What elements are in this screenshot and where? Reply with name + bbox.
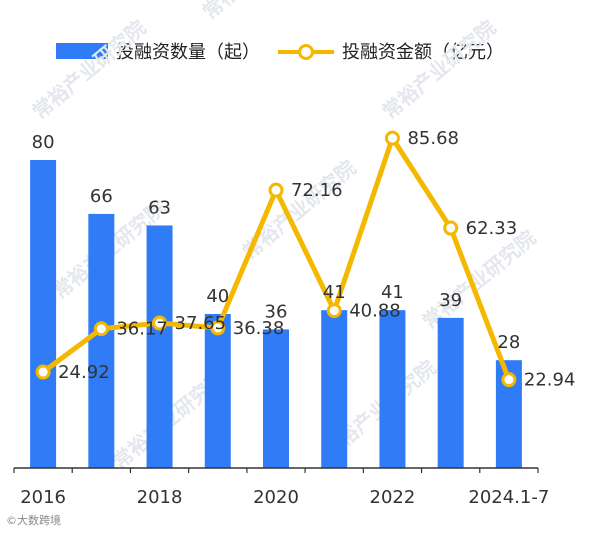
bar-2021 — [321, 310, 348, 468]
bar-value-label: 40 — [206, 286, 229, 307]
bar-2018 — [146, 225, 173, 468]
amount-point-2019 — [210, 320, 226, 336]
line-value-label: 40.88 — [349, 301, 401, 322]
amount-point-2017 — [93, 321, 109, 337]
source-note: ©大数跨境 — [6, 514, 61, 527]
bar-2016 — [30, 160, 57, 468]
legend-label-amount: 投融资金额（亿元） — [342, 42, 504, 63]
bar-2020 — [263, 329, 289, 468]
line-series — [35, 130, 517, 388]
line-value-label: 85.68 — [407, 128, 459, 149]
bar-2017 — [88, 213, 115, 468]
x-tick-label: 2016 — [20, 487, 66, 508]
watermark-text: 常裕产业研究院 — [378, 15, 501, 123]
legend-item-count: 投融资数量（起） — [56, 38, 260, 64]
watermark-text: 常裕产业研究院 — [238, 155, 361, 263]
amount-point-2021 — [326, 303, 342, 319]
bar-value-label: 41 — [323, 282, 346, 303]
legend-swatch-line — [278, 43, 334, 60]
chart-legend: 投融资数量（起） 投融资金额（亿元） — [56, 38, 504, 64]
legend-swatch-bar — [56, 43, 108, 59]
amount-point-2018 — [152, 315, 168, 331]
line-value-label: 72.16 — [291, 180, 343, 201]
line-value-label: 62.33 — [466, 218, 518, 239]
watermark-text: 常裕产业研究院 — [28, 15, 151, 123]
x-tick-label: 2018 — [137, 487, 183, 508]
bar-2022 — [379, 310, 406, 468]
bar-value-label: 41 — [381, 282, 404, 303]
line-value-label: 36.38 — [233, 318, 285, 339]
x-tick-label: 2022 — [370, 487, 416, 508]
amount-point-2024.1-7 — [501, 372, 517, 388]
amount-point-2022 — [384, 130, 400, 146]
watermark-text: 常裕产业研究院 — [418, 225, 541, 333]
line-value-label: 24.92 — [58, 362, 110, 383]
line-value-label: 36.17 — [116, 319, 168, 340]
bar-value-label: 36 — [265, 301, 288, 322]
bar-2019 — [204, 314, 231, 468]
data-labels: 80 66 63 40 36 41 41 39 28 24.92 36.17 37.65 36.38 72… — [32, 128, 576, 391]
amount-point-2020 — [268, 182, 284, 198]
bar-series — [30, 160, 522, 468]
amount-point-2023 — [443, 220, 459, 236]
x-tick-label: 2020 — [253, 487, 299, 508]
x-tick-label: 2024.1-7 — [468, 487, 549, 508]
line-value-label: 37.65 — [175, 313, 227, 334]
legend-label-count: 投融资数量（起） — [116, 42, 260, 63]
legend-item-amount: 投融资金额（亿元） — [278, 38, 504, 64]
bar-value-label: 39 — [439, 290, 462, 311]
amount-point-2016 — [35, 364, 51, 380]
line-value-label: 22.94 — [524, 370, 576, 391]
bar-value-label: 80 — [32, 132, 55, 153]
x-axis: 2016 2018 2020 2022 2024.1-7 — [13, 467, 549, 508]
bar-2023 — [437, 317, 464, 468]
bar-value-label: 66 — [90, 186, 113, 207]
watermark-text: 常裕产业研究院 — [198, 0, 321, 24]
bar-value-label: 63 — [148, 197, 171, 218]
bar-value-label: 28 — [497, 332, 520, 353]
